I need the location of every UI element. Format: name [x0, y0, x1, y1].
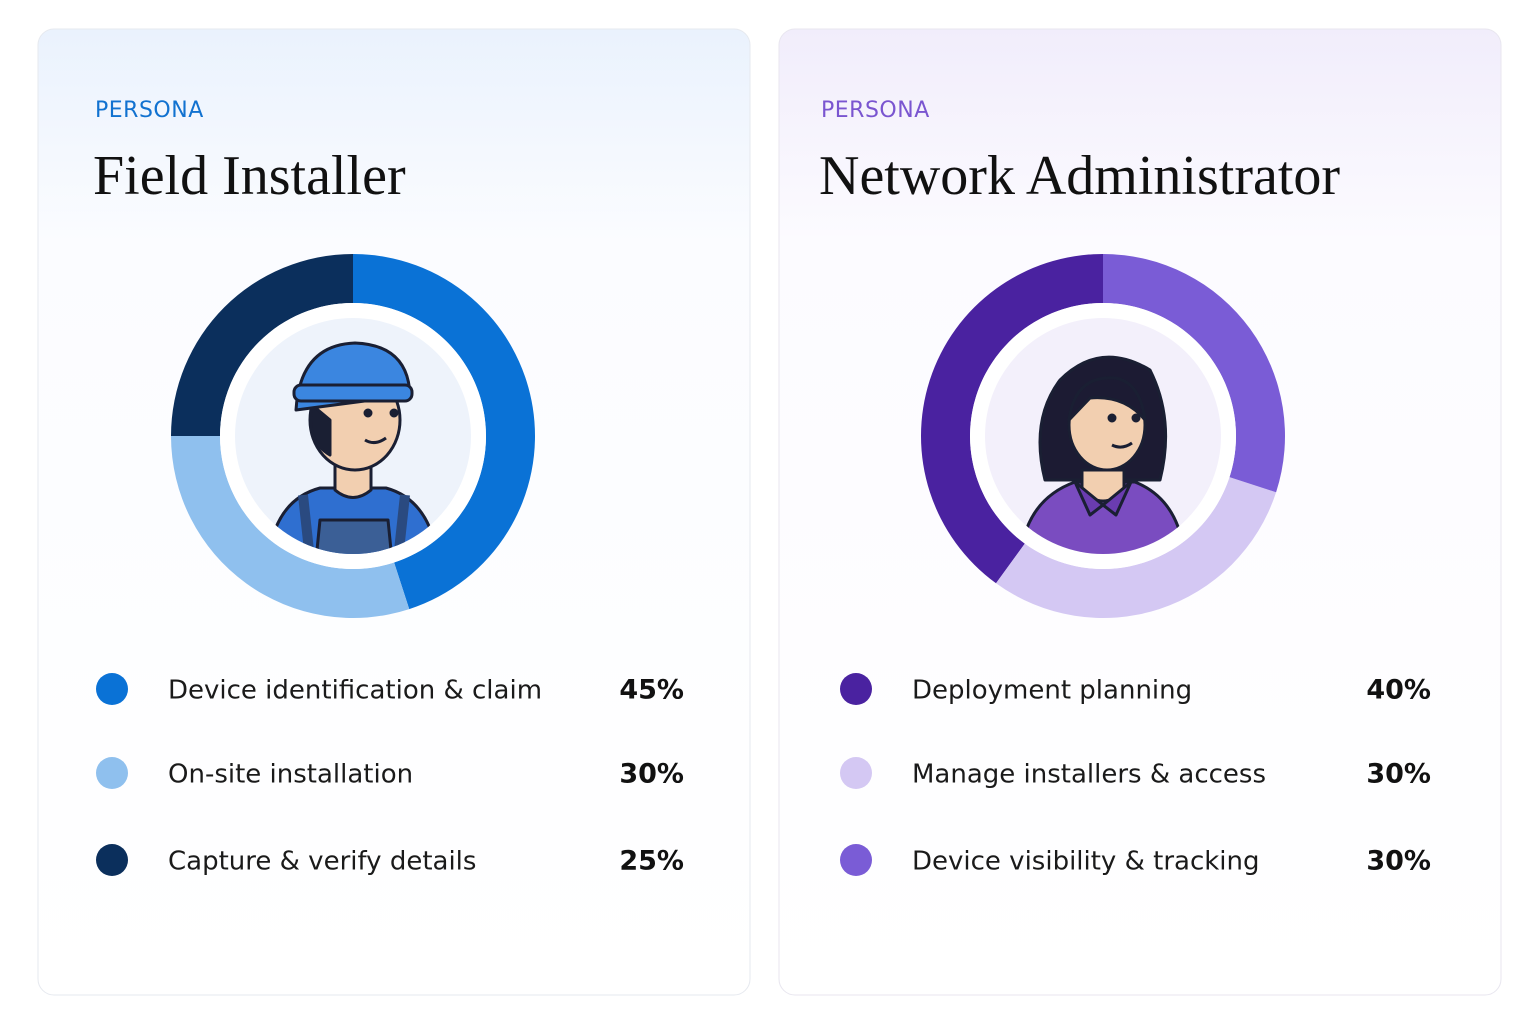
legend-value: 45%: [619, 675, 684, 706]
legend-swatch: [840, 844, 872, 876]
legend-value: 30%: [619, 759, 684, 790]
legend-label: Capture & verify details: [168, 847, 476, 877]
legend-label: Manage installers & access: [912, 760, 1266, 790]
legend-value: 25%: [619, 846, 684, 877]
donut-segment: [171, 436, 410, 619]
eyebrow: PERSONA: [95, 98, 204, 123]
donut-segment: [353, 254, 536, 610]
donut-segment: [171, 254, 353, 436]
eyebrow: PERSONA: [821, 98, 930, 123]
legend-value: 30%: [1366, 759, 1431, 790]
legend-swatch: [840, 673, 872, 705]
donut-segment: [1103, 254, 1285, 493]
persona-title: Field Installer: [93, 145, 406, 207]
legend-swatch: [96, 757, 128, 789]
donut-segment: [996, 477, 1277, 618]
legend-label: Deployment planning: [912, 676, 1192, 706]
legend-label: On-site installation: [168, 760, 413, 790]
legend-swatch: [96, 844, 128, 876]
legend-label: Device identification & claim: [168, 676, 542, 706]
installer-illustration: [266, 341, 440, 554]
legend-swatch: [840, 757, 872, 789]
legend-value: 40%: [1366, 675, 1431, 706]
persona-title: Network Administrator: [819, 145, 1340, 207]
donut-segment: [921, 254, 1103, 584]
legend-label: Device visibility & tracking: [912, 847, 1260, 877]
admin-illustration: [1018, 355, 1187, 554]
legend-swatch: [96, 673, 128, 705]
legend-value: 30%: [1366, 846, 1431, 877]
